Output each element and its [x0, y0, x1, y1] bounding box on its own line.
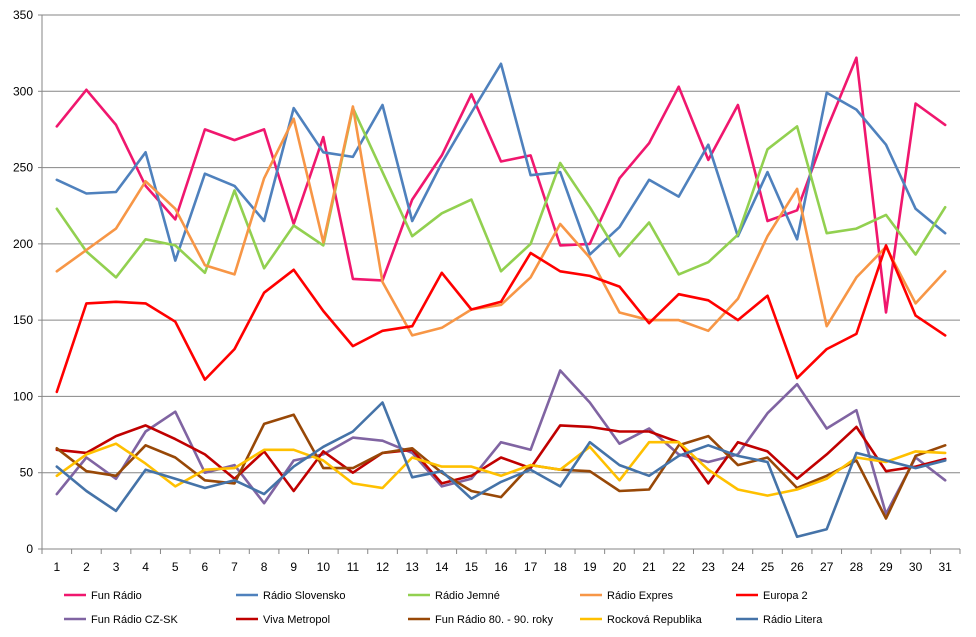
y-tick-label: 250 — [13, 161, 33, 175]
x-tick-label: 22 — [672, 560, 686, 574]
legend-label: Fun Rádio CZ-SK — [91, 614, 178, 626]
y-tick-label: 0 — [26, 542, 33, 556]
legend-item: Rádio Jemné — [408, 590, 500, 602]
x-axis: 1 2 3 4 5 6 7 8 9 10 11 12 13 14 15 16 17 18 19 20 21 22 23 24 2… — [41, 548, 961, 574]
series-line-5 — [55, 244, 947, 394]
x-tick-label: 7 — [231, 560, 238, 574]
y-tick-label: 300 — [13, 84, 33, 98]
y-tick-label: 150 — [13, 313, 33, 327]
x-tick-label: 23 — [702, 560, 716, 574]
series-line-10 — [55, 401, 947, 539]
legend-item: Europa 2 — [736, 590, 808, 602]
x-tick-label: 5 — [172, 560, 179, 574]
y-axis: 0 50 100 150 200 250 300 350 — [13, 8, 43, 556]
x-tick-label: 19 — [583, 560, 597, 574]
legend-item: Rádio Expres — [580, 590, 674, 602]
x-tick-label: 21 — [642, 560, 656, 574]
y-tick-label: 200 — [13, 237, 33, 251]
x-tick-label: 30 — [909, 560, 923, 574]
x-tick-label: 29 — [879, 560, 893, 574]
x-tick-label: 18 — [554, 560, 568, 574]
legend-label: Fun Rádio — [91, 590, 142, 602]
series-line-6 — [55, 369, 947, 516]
x-tick-label: 15 — [465, 560, 479, 574]
legend-item: Fun Rádio CZ-SK — [64, 614, 178, 626]
x-tick-label: 27 — [820, 560, 834, 574]
legend-label: Rocková Republika — [607, 614, 703, 626]
legend-label: Rádio Slovensko — [263, 590, 346, 602]
legend-label: Europa 2 — [763, 590, 808, 602]
series-line-9 — [55, 440, 947, 497]
series-line-3 — [55, 106, 947, 279]
x-tick-label: 1 — [53, 560, 60, 574]
series-line-2 — [55, 62, 947, 262]
x-tick-label: 3 — [113, 560, 120, 574]
legend-label: Viva Metropol — [263, 614, 330, 626]
legend-label: Fun Rádio 80. - 90. roky — [435, 614, 554, 626]
x-tick-label: 4 — [142, 560, 149, 574]
legend-item: Fun Rádio — [64, 590, 142, 602]
series-lines — [55, 56, 947, 539]
legend-item: Rádio Litera — [736, 614, 823, 626]
x-tick-label: 28 — [850, 560, 864, 574]
series-line-4 — [55, 105, 947, 337]
series-line-7 — [55, 424, 947, 493]
x-tick-label: 31 — [939, 560, 953, 574]
x-tick-label: 26 — [790, 560, 804, 574]
x-tick-label: 25 — [761, 560, 775, 574]
legend-item: Rocková Republika — [580, 614, 703, 626]
x-tick-label: 8 — [261, 560, 268, 574]
legend-item: Viva Metropol — [236, 614, 330, 626]
legend: Fun Rádio Rádio Slovensko Rádio Jemné Rádio… — [64, 590, 823, 626]
x-tick-label: 10 — [317, 560, 331, 574]
y-tick-label: 50 — [20, 466, 34, 480]
x-tick-label: 14 — [435, 560, 449, 574]
x-tick-label: 11 — [347, 560, 360, 574]
legend-label: Rádio Expres — [607, 590, 674, 602]
x-tick-label: 2 — [83, 560, 90, 574]
legend-item: Rádio Slovensko — [236, 590, 346, 602]
y-tick-label: 350 — [13, 8, 33, 22]
x-tick-label: 16 — [494, 560, 508, 574]
series-line-8 — [55, 413, 947, 520]
legend-label: Rádio Litera — [763, 614, 823, 626]
x-tick-label: 6 — [202, 560, 209, 574]
legend-item: Fun Rádio 80. - 90. roky — [408, 614, 554, 626]
x-tick-label: 24 — [731, 560, 745, 574]
y-tick-label: 100 — [13, 389, 33, 403]
series-line-1 — [55, 56, 947, 314]
legend-label: Rádio Jemné — [435, 590, 500, 602]
x-tick-label: 12 — [376, 560, 390, 574]
x-tick-label: 13 — [405, 560, 419, 574]
x-tick-label: 9 — [290, 560, 297, 574]
x-tick-label: 20 — [613, 560, 627, 574]
x-tick-label: 17 — [524, 560, 538, 574]
